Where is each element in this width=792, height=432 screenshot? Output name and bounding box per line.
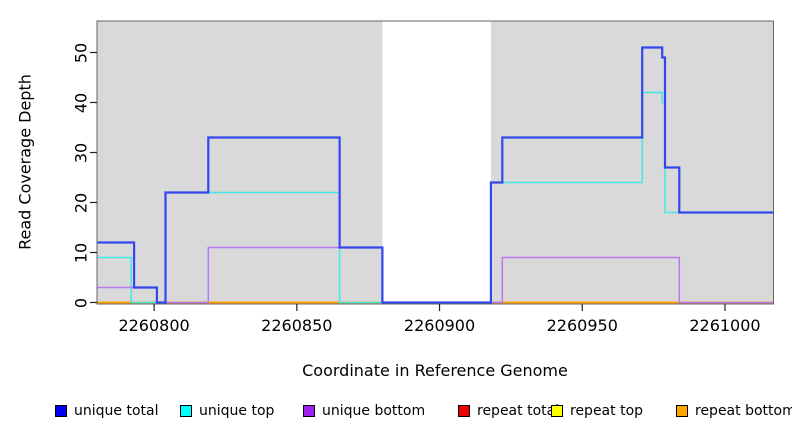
x-tick-label: 2261000	[689, 316, 761, 335]
legend-swatch-icon	[458, 405, 470, 417]
legend-swatch-icon	[180, 405, 192, 417]
y-tick-label: 40	[71, 92, 91, 113]
y-tick-label: 50	[71, 42, 91, 63]
series-line-unique-total	[97, 46, 774, 304]
x-tick-label: 2260900	[403, 316, 476, 335]
y-tick-label: 0	[71, 297, 91, 308]
legend-label: unique total	[74, 403, 159, 419]
legend-item-repeat-bottom: repeat bottom	[676, 403, 792, 419]
x-tick-label: 2260800	[118, 316, 190, 335]
legend-label: unique top	[199, 403, 275, 419]
legend-label: repeat total	[477, 403, 560, 419]
x-tick-label: 2260850	[261, 316, 333, 335]
legend-item-repeat-top: repeat top	[551, 403, 644, 419]
legend-item-unique-bottom: unique bottom	[303, 403, 426, 419]
plot-box	[96, 20, 774, 305]
legend-item-unique-total: unique total	[55, 403, 159, 419]
legend-swatch-icon	[676, 405, 688, 417]
y-axis-title: Read Coverage Depth	[15, 74, 35, 250]
no-data-gap-band	[382, 21, 491, 304]
y-tick-label: 10	[71, 242, 91, 263]
x-axis-title: Coordinate in Reference Genome	[302, 361, 568, 380]
y-tick-label: 20	[71, 192, 91, 213]
legend-item-unique-top: unique top	[180, 403, 275, 419]
legend-swatch-icon	[551, 405, 563, 417]
y-tick-label: 30	[71, 142, 91, 163]
legend-label: repeat bottom	[695, 403, 792, 419]
legend-swatch-icon	[55, 405, 67, 417]
x-tick-label: 2260950	[546, 316, 618, 335]
legend-label: repeat top	[570, 403, 644, 419]
legend-item-repeat-total: repeat total	[458, 403, 560, 419]
legend-swatch-icon	[303, 405, 315, 417]
legend-label: unique bottom	[322, 403, 426, 419]
